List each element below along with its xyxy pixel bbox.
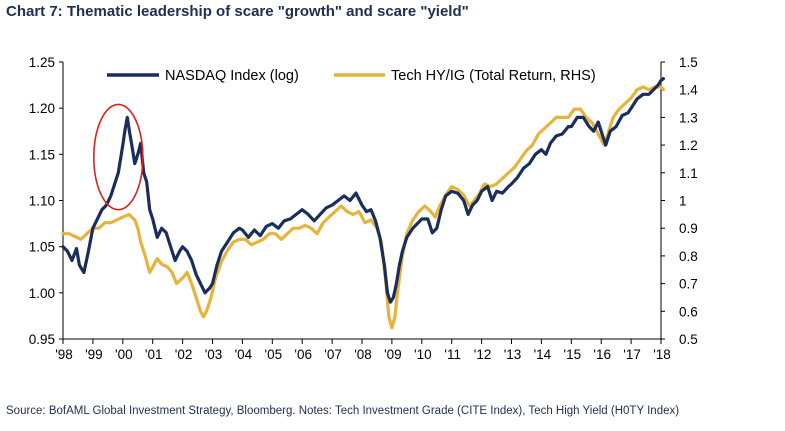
tech-hy-ig-series-line: [61, 85, 665, 330]
legend-label-tech-hy-ig: Tech HY/IG (Total Return, RHS): [391, 68, 596, 84]
source-note: Source: BofAML Global Investment Strateg…: [6, 405, 680, 417]
x-tick-label: '09: [384, 347, 402, 362]
y-right-tick-label: 0.6: [679, 304, 698, 319]
y-right-tick-label: 1.3: [679, 110, 698, 125]
x-tick-label: '16: [593, 347, 611, 362]
x-tick-label: '04: [235, 347, 253, 362]
y-left-tick-label: 1.25: [29, 55, 55, 70]
x-tick-label: '98: [55, 347, 73, 362]
legend-label-nasdaq: NASDAQ Index (log): [165, 68, 299, 84]
y-right-tick-label: 1.4: [679, 83, 698, 98]
y-left-tick-label: 1.05: [29, 240, 55, 255]
highlight-ellipse: [92, 103, 144, 211]
y-right-tick-label: 0.7: [679, 277, 698, 292]
y-left-tick-label: 0.95: [29, 332, 55, 347]
x-tick-label: '08: [354, 347, 372, 362]
x-tick-label: '05: [265, 347, 283, 362]
line-chart: 0.95 1.00 1.05 1.10 1.15 1.20 1.25 0.5 0.6 0.7 0.8…: [29, 55, 699, 362]
y-left-tick-label: 1.00: [29, 286, 55, 301]
y-right-tick-label: 1.1: [679, 166, 698, 181]
x-tick-label: '07: [324, 347, 342, 362]
chart-title: Chart 7: Thematic leadership of scare "g…: [6, 3, 469, 20]
y-right-tick-label: 1: [679, 194, 687, 209]
x-tick-label: '99: [85, 347, 103, 362]
x-tick-label: '10: [414, 347, 432, 362]
nasdaq-series-line: [61, 77, 665, 304]
y-right-tick-label: 0.9: [679, 221, 698, 236]
x-tick-label: '06: [294, 347, 312, 362]
y-left-tick-label: 1.20: [29, 101, 55, 116]
x-tick-label: '18: [653, 347, 671, 362]
y-right-tick-label: 1.5: [679, 55, 698, 70]
x-tick-label: '11: [444, 347, 461, 362]
x-tick-label: '17: [623, 347, 641, 362]
legend: NASDAQ Index (log) Tech HY/IG (Total Retu…: [107, 68, 596, 84]
y-right-tick-label: 0.5: [679, 332, 698, 347]
series-layer: [61, 77, 665, 330]
x-tick-label: '01: [145, 347, 163, 362]
x-tick-label: '12: [474, 347, 492, 362]
axes: 0.95 1.00 1.05 1.10 1.15 1.20 1.25 0.5 0.6 0.7 0.8…: [29, 55, 699, 362]
y-left-tick-label: 1.15: [29, 147, 55, 162]
x-tick-label: '14: [534, 347, 552, 362]
x-tick-label: '02: [175, 347, 193, 362]
annotation-layer: [92, 103, 144, 211]
y-right-tick-label: 0.8: [679, 249, 698, 264]
x-tick-label: '15: [564, 347, 582, 362]
x-tick-label: '13: [504, 347, 522, 362]
y-left-tick-label: 1.10: [29, 194, 55, 209]
x-tick-label: '00: [115, 347, 133, 362]
y-right-tick-label: 1.2: [679, 138, 698, 153]
x-tick-label: '03: [205, 347, 223, 362]
